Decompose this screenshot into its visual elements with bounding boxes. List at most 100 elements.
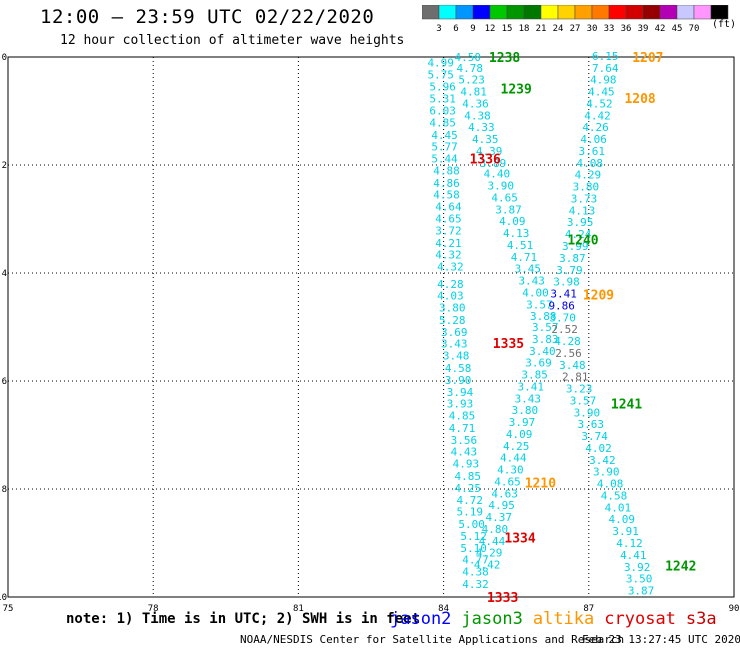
wave-height-point: 4.65 — [494, 475, 521, 488]
page-title: 12:00 — 23:59 UTC 02/22/2020 — [40, 6, 375, 28]
colorbar-tick-label: 70 — [689, 24, 700, 34]
wave-height-point: 5.44 — [431, 153, 458, 166]
pass-number-label: 1209 — [583, 289, 614, 304]
x-tick-label: 84 — [438, 604, 449, 614]
wave-height-point: 3.93 — [447, 398, 474, 411]
wave-height-point: 4.28 — [554, 335, 581, 348]
wave-height-point: 3.57 — [570, 394, 597, 407]
wave-height-point: 3.73 — [571, 192, 598, 205]
wave-height-point: 4.08 — [577, 157, 604, 170]
wave-height-point: 4.36 — [462, 97, 489, 110]
wave-height-point: 4.43 — [451, 446, 478, 459]
wave-height-point: 4.93 — [453, 458, 480, 471]
wave-height-point: 4.45 — [431, 129, 458, 142]
pass-number-label: 1336 — [470, 153, 501, 168]
wave-height-point: 4.37 — [486, 511, 513, 524]
wave-height-point: 4.25 — [503, 440, 530, 453]
wave-height-point: 3.98 — [553, 276, 580, 289]
wave-height-point: 3.41 — [550, 288, 577, 301]
wave-height-point: 4.02 — [585, 442, 612, 455]
wave-height-point: 3.95 — [567, 216, 594, 229]
pass-number-label: 1238 — [489, 51, 520, 66]
wave-height-point: 9.86 — [548, 299, 575, 312]
colorbar: 3 6 9 12 15 18 21 24 27 30 33 36 39 42 45 70 — [422, 5, 729, 34]
wave-height-point: 4.71 — [449, 422, 476, 435]
wave-height-point: 4.32 — [435, 249, 462, 262]
y-tick-label: -4 — [0, 269, 7, 279]
altimeter-plot: 75 78 81 84 87 90 0 -2 -4 -6 -8 -10 4.995.755.965.31… — [0, 50, 740, 614]
wave-height-point: 4.41 — [620, 549, 647, 562]
colorbar-tick-label: 45 — [672, 24, 683, 34]
wave-height-point: 4.12 — [616, 537, 643, 550]
wave-height-point: 4.85 — [449, 410, 476, 423]
wave-height-point: 2.56 — [555, 347, 582, 360]
wave-height-point: 4.13 — [503, 227, 530, 240]
legend-item-jason2: jason2 — [390, 609, 452, 629]
pass-number-label: 1239 — [501, 82, 532, 97]
wave-height-point: 3.89 — [480, 157, 507, 170]
pass-number-label: 1240 — [567, 234, 598, 249]
wave-height-point: 5.75 — [427, 68, 454, 81]
wave-height-point: 3.69 — [525, 357, 552, 370]
wave-height-point: 4.98 — [590, 74, 617, 87]
wave-height-point: 4.85 — [429, 116, 456, 129]
wave-height-point: 3.90 — [487, 180, 514, 193]
y-tick-label: -8 — [0, 485, 7, 495]
wave-height-point: 3.83 — [532, 333, 559, 346]
wave-height-point: 5.00 — [458, 518, 485, 531]
wave-height-point: 3.87 — [495, 203, 522, 216]
wave-height-point: 4.38 — [464, 109, 491, 122]
wave-height-point: 3.97 — [509, 416, 536, 429]
wave-height-point: 4.88 — [433, 164, 460, 177]
colorbar-tick-label: 42 — [655, 24, 666, 34]
colorbar-tick-label: 39 — [638, 24, 649, 34]
wave-height-point: 3.80 — [512, 404, 539, 417]
legend-item-cryosat: cryosat — [604, 609, 676, 629]
wave-height-point: 3.80 — [573, 181, 600, 194]
colorbar-tick-label: 15 — [502, 24, 513, 34]
legend-item-s3a: s3a — [685, 609, 717, 629]
wave-height-point: 3.79 — [556, 264, 583, 277]
wave-height-point: 4.32 — [462, 578, 489, 591]
wave-height-point: 3.69 — [441, 326, 468, 339]
wave-height-point: 4.25 — [455, 482, 482, 495]
wave-height-point: 6.03 — [429, 104, 456, 117]
x-tick-label: 81 — [293, 604, 304, 614]
wave-height-point: 2.81 — [562, 371, 589, 384]
wave-height-point: 3.50 — [626, 573, 653, 586]
wave-height-point: 4.51 — [507, 239, 534, 252]
y-tick-label: 0 — [2, 53, 7, 63]
wave-height-point: 3.41 — [517, 380, 544, 393]
wave-height-point: 3.61 — [578, 145, 605, 158]
credit-text: NOAA/NESDIS Center for Satellite Applica… — [240, 633, 625, 646]
wave-height-point: 4.99 — [427, 56, 454, 69]
wave-height-point: 4.85 — [455, 470, 482, 483]
pass-number-label: 1241 — [611, 398, 642, 413]
wave-height-point: 4.40 — [484, 168, 511, 181]
wave-height-point: 3.57 — [532, 321, 559, 334]
wave-height-point: 4.44 — [500, 452, 527, 465]
x-tick-label: 90 — [729, 604, 740, 614]
wave-height-point: 3.91 — [612, 525, 639, 538]
wave-height-point: 4.08 — [597, 478, 624, 491]
wave-height-point: 3.45 — [515, 263, 542, 276]
colorbar-tick-label: 18 — [519, 24, 530, 34]
wave-height-point: 4.78 — [456, 62, 483, 75]
wave-height-point: 4.29 — [476, 547, 503, 560]
wave-height-point: 3.90 — [593, 466, 620, 479]
wave-height-point: 4.13 — [569, 204, 596, 217]
pass-number-label: 1210 — [525, 477, 556, 492]
wave-height-point: 4.06 — [580, 133, 607, 146]
wave-height-point: 3.48 — [559, 359, 586, 372]
wave-height-point: 4.63 — [491, 487, 518, 500]
pass-number-label: 1334 — [504, 532, 535, 547]
wave-height-point: 4.42 — [584, 109, 611, 122]
pass-number-label: 1333 — [487, 591, 518, 606]
wave-height-point: 3.85 — [521, 369, 548, 382]
timestamp-text: Feb 23 13:27:45 UTC 2020 — [582, 633, 740, 646]
wave-height-point: 3.70 — [549, 311, 576, 324]
wave-height-point: 7.64 — [592, 62, 619, 75]
colorbar-tick-label: 21 — [536, 24, 547, 34]
pass-number-label: 1207 — [632, 51, 663, 66]
wave-height-point: 3.87 — [628, 585, 655, 598]
